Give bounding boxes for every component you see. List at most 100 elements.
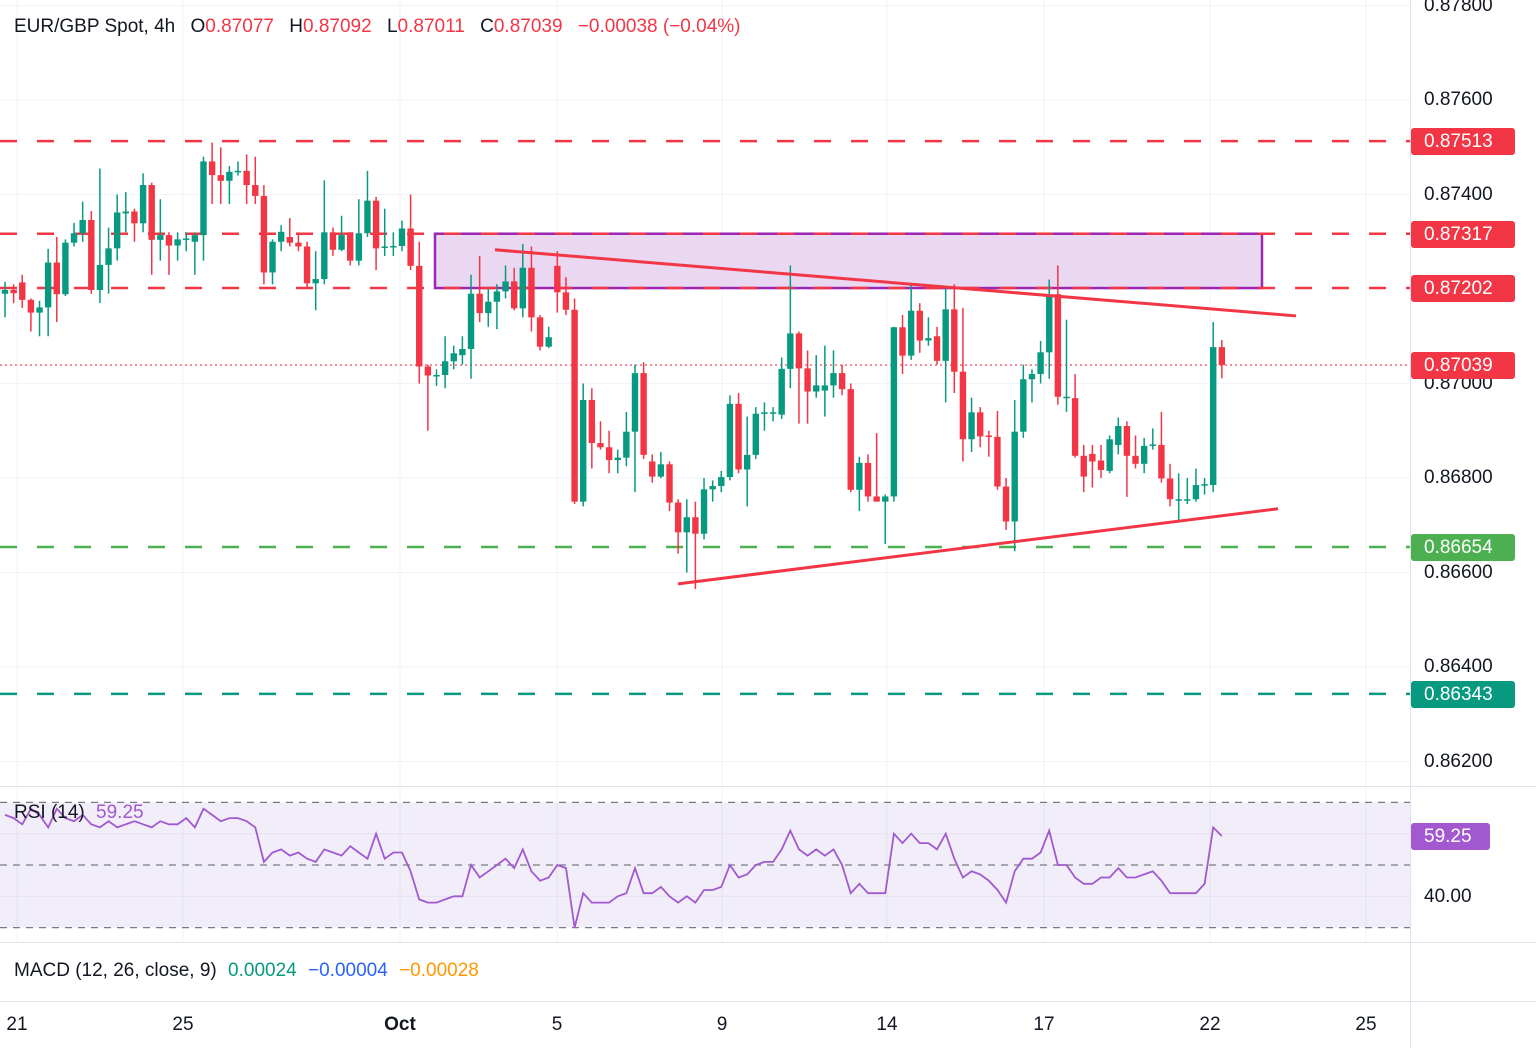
candle-body [44, 262, 52, 308]
candle [519, 244, 526, 318]
candle [1115, 417, 1122, 455]
candle [1184, 478, 1191, 504]
price-tick-label: 0.86400 [1424, 656, 1493, 677]
candle-body [183, 238, 190, 240]
pane-separator[interactable] [0, 942, 1536, 943]
candle-body [864, 462, 872, 497]
macd-label: MACD (12, 26, close, 9) [14, 960, 217, 981]
candle-body [226, 171, 233, 181]
candle [381, 208, 388, 256]
candle-body [1132, 455, 1139, 464]
time-tick-label: 5 [551, 1014, 563, 1035]
candle [329, 227, 337, 256]
rsi-chart[interactable] [0, 788, 1410, 942]
candle-body [925, 338, 932, 341]
candle-body [718, 477, 725, 487]
candle-body [1123, 426, 1131, 456]
candle-body [743, 454, 751, 470]
candle-body [1080, 455, 1087, 477]
level-tag: 0.87317 [1411, 220, 1515, 248]
candle-body [157, 235, 164, 240]
candle-body [1089, 453, 1096, 462]
candle-body [459, 349, 466, 356]
candle-body [787, 333, 794, 369]
candle [1210, 322, 1217, 493]
candle-body [761, 412, 768, 414]
level-tag: 0.86654 [1411, 533, 1515, 561]
rsi-label: RSI (14) [14, 802, 85, 823]
candle [813, 355, 820, 398]
candle [1054, 265, 1062, 405]
candle-body [700, 489, 708, 534]
candle-body [899, 327, 906, 356]
candle-body [372, 200, 380, 249]
candle-body [571, 309, 578, 502]
candle [830, 350, 837, 398]
candle [864, 454, 872, 502]
candle [916, 303, 923, 353]
candle [674, 499, 682, 554]
candle-body [519, 267, 526, 309]
candle [743, 416, 751, 507]
macd-value: 0.00024 [228, 960, 297, 981]
candle [347, 232, 354, 266]
candle [226, 166, 233, 204]
level-tag: 0.87513 [1411, 128, 1515, 156]
candle [269, 239, 276, 285]
candle-body [951, 309, 958, 372]
candle-body [536, 317, 544, 347]
candle-body [1218, 347, 1226, 366]
candle [303, 241, 311, 289]
candle [1, 281, 9, 318]
symbol-title: EUR/GBP Spot, 4h [14, 16, 176, 37]
candle [1132, 435, 1139, 469]
change-value: −0.00038 (−0.04%) [577, 16, 741, 37]
candle-body [79, 220, 86, 234]
candle-body [1037, 352, 1044, 375]
candle [804, 350, 811, 424]
candle [899, 314, 906, 375]
candle [1080, 444, 1087, 493]
macd-legend: MACD (12, 26, close, 9) 0.00024 −0.00004… [14, 960, 479, 982]
candle-body [1201, 484, 1208, 486]
candle-body [709, 486, 716, 490]
candle [70, 222, 78, 247]
candle [735, 392, 742, 474]
candle [122, 192, 130, 233]
candle [933, 326, 941, 365]
candle-body [217, 175, 224, 181]
pane-separator[interactable] [0, 786, 1536, 787]
candle [459, 336, 466, 365]
candle-body [1175, 499, 1182, 501]
candle-body [122, 211, 130, 214]
candle-body [968, 412, 975, 440]
candle-body [19, 282, 26, 300]
candle-body [493, 291, 501, 302]
candle [62, 239, 69, 297]
candle-body [1115, 426, 1122, 445]
candle-body [165, 235, 173, 246]
candle [1097, 444, 1105, 478]
candle-body [692, 517, 699, 534]
time-tick-label: 21 [6, 1014, 28, 1035]
price-axis-border [1410, 0, 1411, 1048]
trendline-upper [494, 248, 1297, 318]
rsi-value-tag: 59.25 [1411, 823, 1490, 850]
candle-body [562, 292, 570, 310]
candle-body [381, 246, 388, 248]
candle [1175, 473, 1182, 521]
candle-body [243, 170, 250, 186]
candle-body [907, 310, 915, 356]
price-chart[interactable] [0, 0, 1410, 786]
open-value: 0.87077 [205, 16, 274, 37]
candle [597, 421, 604, 450]
macd-histogram-value: −0.00028 [399, 960, 479, 981]
candle-body [605, 447, 613, 461]
candle [1106, 435, 1113, 474]
candle-body [1158, 444, 1165, 479]
candle-body [649, 461, 656, 477]
candle [19, 274, 26, 308]
candle-body [450, 353, 457, 362]
candle-body [269, 241, 276, 273]
candle-body [1140, 445, 1148, 464]
